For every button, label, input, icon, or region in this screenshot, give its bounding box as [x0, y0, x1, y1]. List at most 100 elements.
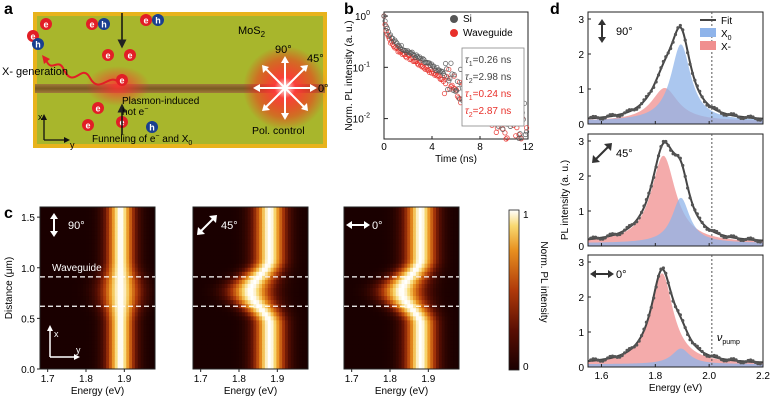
heatmap-cell [287, 312, 292, 317]
heatmap-cell [302, 364, 306, 370]
heatmap-cell [299, 279, 303, 285]
heatmap-cell [218, 336, 223, 342]
heatmap-cell [137, 243, 142, 248]
heatmap-cell [218, 243, 223, 248]
heatmap-cell [305, 340, 309, 346]
heatmap-cell [204, 275, 208, 281]
heatmap-cell [51, 259, 55, 265]
heatmap-cell [236, 275, 240, 281]
heatmap-cell [54, 320, 58, 325]
heatmap-cell [120, 336, 124, 342]
heatmap-cell [193, 328, 197, 334]
heatmap-cell [195, 364, 200, 370]
heatmap-cell [346, 340, 351, 346]
heatmap-cell [134, 243, 139, 248]
heatmap-cell [239, 312, 243, 317]
heatmap-cell [88, 259, 93, 265]
heatmap-cell [453, 231, 457, 236]
heatmap-cell [358, 259, 362, 265]
heatmap-cell [45, 235, 50, 240]
heatmap-cell [398, 320, 402, 325]
heatmap-cell [137, 255, 142, 261]
heatmap-cell [299, 324, 303, 329]
heatmap-cell [267, 344, 272, 350]
heatmap-cell [123, 288, 127, 293]
heatmap-cell [103, 275, 107, 281]
heatmap-cell [392, 239, 397, 244]
tau-annotation-si_tau2: τ2=2.98 ns [465, 72, 511, 85]
heatmap-cell [91, 344, 96, 350]
heatmap-cell [305, 296, 309, 301]
heatmap-cell [51, 207, 55, 212]
heatmap-cell [100, 227, 104, 232]
heatmap-cell [349, 292, 354, 297]
heatmap-cell [344, 300, 348, 305]
heatmap-cell [198, 292, 203, 297]
heatmap-cell [287, 267, 292, 273]
heatmap-cell [296, 247, 300, 253]
heatmap-cell [120, 324, 124, 329]
heatmap-cell [129, 300, 133, 305]
heatmap-cell [137, 223, 142, 228]
heatmap-cell [433, 239, 437, 244]
heatmap-cell [140, 308, 144, 313]
heatmap-cell [364, 328, 368, 334]
heatmap-cell [227, 360, 231, 366]
heatmap-cell [40, 243, 44, 248]
heatmap-cell [364, 259, 368, 265]
heatmap-cell [375, 239, 379, 244]
heatmap-cell [296, 312, 300, 317]
heatmap-cell [103, 267, 107, 273]
heatmap-cell [198, 243, 203, 248]
heatmap-cell [450, 243, 454, 248]
heatmap-cell [68, 247, 73, 253]
heatmap-cell [140, 279, 144, 285]
heatmap-cell [134, 364, 139, 370]
heatmap-cell [114, 243, 119, 248]
heatmap-cell [433, 312, 437, 317]
y-tick-exp-b: 0 [366, 10, 370, 17]
heatmap-cell [106, 344, 110, 350]
heatmap-cell [100, 340, 104, 346]
heatmap-cell [372, 259, 377, 265]
heatmap-cell [344, 239, 348, 244]
heatmap-cell [390, 288, 394, 293]
heatmap-cell [230, 292, 234, 297]
heatmap-cell [433, 296, 437, 301]
heatmap-cell [352, 279, 356, 285]
heatmap-cell [262, 324, 266, 329]
heatmap-cell [94, 271, 98, 277]
heatmap-cell [287, 235, 292, 240]
heatmap-cell [355, 239, 359, 244]
heatmap-cell [77, 207, 81, 212]
heatmap-cell [413, 219, 417, 224]
heatmap-cell [129, 207, 133, 212]
heatmap-cell [436, 324, 440, 329]
heatmap-cell [364, 227, 368, 232]
heatmap-cell [344, 336, 348, 342]
heatmap-cell [86, 275, 90, 281]
heatmap-cell [392, 219, 397, 224]
heatmap-cell [218, 283, 223, 289]
heatmap-cell [404, 279, 408, 285]
heatmap-cell [413, 324, 417, 329]
heatmap-cell [132, 292, 136, 297]
heatmap-cell [367, 308, 371, 313]
heatmap-cell [441, 235, 446, 240]
heatmap-cell [282, 312, 286, 317]
heatmap-cell [51, 288, 55, 293]
heatmap-cell [45, 243, 50, 248]
heatmap-cell [221, 227, 226, 232]
heatmap-cell [204, 279, 208, 285]
heatmap-cell [253, 263, 257, 269]
heatmap-cell [390, 279, 394, 285]
heatmap-cell [364, 271, 368, 277]
heatmap-cell [210, 267, 214, 273]
heatmap-cell [193, 292, 197, 297]
heatmap-cell [264, 275, 269, 281]
heatmap-cell [210, 279, 214, 285]
heatmap-cell [233, 219, 237, 224]
heatmap-cell [355, 271, 359, 277]
heatmap-cell [424, 328, 428, 334]
